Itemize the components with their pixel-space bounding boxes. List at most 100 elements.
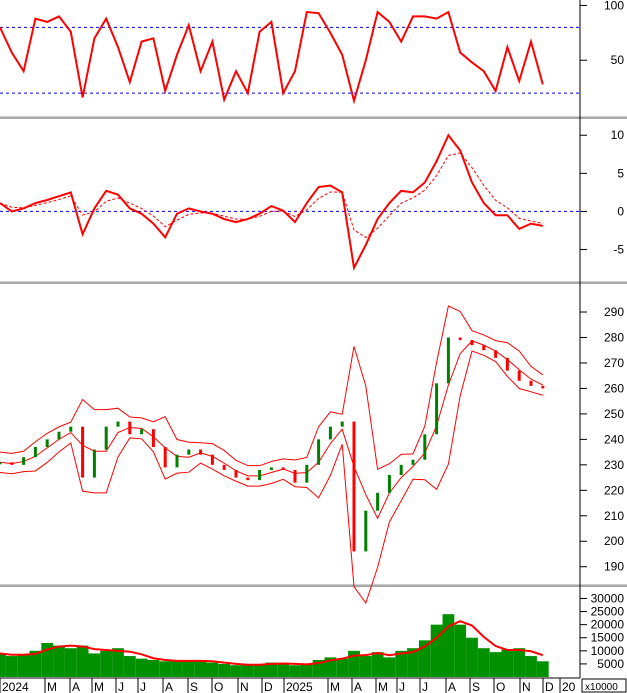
price-candle	[482, 345, 486, 351]
price-candle	[458, 337, 462, 341]
y-tick-label: 25000	[591, 605, 625, 619]
volume-bar	[100, 650, 113, 677]
volume-bar	[300, 663, 313, 677]
volume-bar	[336, 658, 349, 677]
price-candle	[45, 439, 49, 448]
volume-bar	[182, 659, 195, 677]
volume-bar	[525, 656, 537, 677]
volume-bar	[241, 665, 254, 677]
bollinger-upper	[0, 305, 544, 471]
volume-bar	[147, 659, 160, 677]
y-tick-label: 10	[611, 128, 625, 142]
y-tick-label: 250	[604, 407, 624, 421]
y-tick-label: 190	[604, 560, 624, 574]
price-candle	[128, 421, 132, 435]
price-candle	[281, 467, 285, 470]
volume-bar	[17, 654, 30, 677]
y-tick-label: 230	[604, 458, 624, 472]
price-candle	[163, 447, 167, 468]
rsi-line	[0, 10, 544, 105]
price-candle	[69, 426, 73, 432]
price-candle	[340, 421, 344, 427]
y-tick-label: 220	[604, 483, 624, 497]
y-tick-label: 30000	[591, 591, 625, 605]
volume-bar	[407, 648, 419, 677]
volume-ma-line	[0, 620, 544, 666]
y-tick-label: 240	[604, 432, 624, 446]
y-tick-label: 270	[604, 356, 624, 370]
volume-bar	[171, 661, 183, 677]
y-tick-label: 5000	[597, 657, 624, 671]
volume-bar	[29, 650, 42, 677]
price-candle	[446, 337, 450, 384]
volume-bar	[359, 656, 372, 677]
x-tick-label: N	[240, 680, 249, 693]
volume-bar	[477, 648, 490, 677]
volume-bar	[253, 663, 266, 677]
x-tick-label: A	[354, 680, 362, 693]
y-tick-label: 210	[604, 509, 624, 523]
x-tick-label: J	[140, 680, 146, 693]
x-tick-label: A	[448, 680, 456, 693]
volume-bar	[0, 653, 6, 677]
price-candle	[175, 454, 179, 468]
volume-bar	[230, 665, 242, 677]
x-tick-label: D	[264, 680, 273, 693]
price-candle	[411, 459, 415, 465]
x-tick-label: S	[472, 680, 480, 693]
price-candle	[10, 462, 14, 465]
volume-bar	[371, 652, 384, 677]
price-candle	[470, 340, 474, 346]
volume-bar	[76, 645, 89, 677]
price-candle	[258, 469, 262, 481]
price-candle	[246, 477, 250, 481]
x-tick-label: A	[72, 680, 80, 693]
price-candle	[104, 426, 108, 450]
volume-bar	[265, 662, 278, 677]
price-candle	[293, 469, 297, 483]
price-candle	[387, 475, 391, 493]
x-tick-label: M	[330, 680, 340, 693]
volume-bar	[489, 652, 502, 677]
volume-bar	[536, 661, 549, 677]
price-candle	[352, 421, 356, 552]
x-tick-label: A	[165, 680, 173, 693]
volume-bar	[64, 648, 77, 677]
price-candle	[423, 434, 427, 460]
volume-unit-label: x10000	[585, 682, 618, 693]
price-candle	[92, 449, 96, 478]
x-tick-label: S	[190, 680, 198, 693]
volume-bar	[383, 657, 396, 677]
x-tick-label: M	[94, 680, 104, 693]
price-candle	[376, 492, 380, 511]
x-tick-label: 2025	[286, 680, 313, 693]
y-tick-label: 280	[604, 330, 624, 344]
y-tick-label: 290	[604, 305, 624, 319]
x-tick-label: M	[378, 680, 388, 693]
macd-signal-line	[0, 152, 543, 239]
price-candle	[57, 431, 61, 440]
price-candle	[222, 464, 226, 470]
volume-bar	[348, 650, 360, 677]
price-candle	[505, 357, 509, 371]
price-candle	[317, 439, 321, 465]
y-tick-label: 10000	[591, 644, 625, 658]
x-tick-label: O	[214, 680, 223, 693]
x-tick-label: J	[399, 680, 405, 693]
volume-bar	[88, 653, 101, 677]
bollinger-middle	[0, 340, 544, 520]
price-candle	[151, 429, 155, 448]
price-candle	[199, 449, 203, 455]
price-candle	[517, 370, 521, 381]
y-tick-label: -5	[613, 243, 624, 257]
volume-bar	[324, 657, 337, 677]
volume-bar	[312, 659, 325, 677]
unit-box	[581, 678, 627, 693]
price-candle	[435, 383, 439, 435]
volume-bar	[289, 665, 301, 677]
y-tick-label: 0	[617, 204, 624, 218]
volume-bar	[418, 640, 431, 677]
price-candle	[541, 385, 545, 389]
y-tick-label: 15000	[591, 631, 625, 645]
